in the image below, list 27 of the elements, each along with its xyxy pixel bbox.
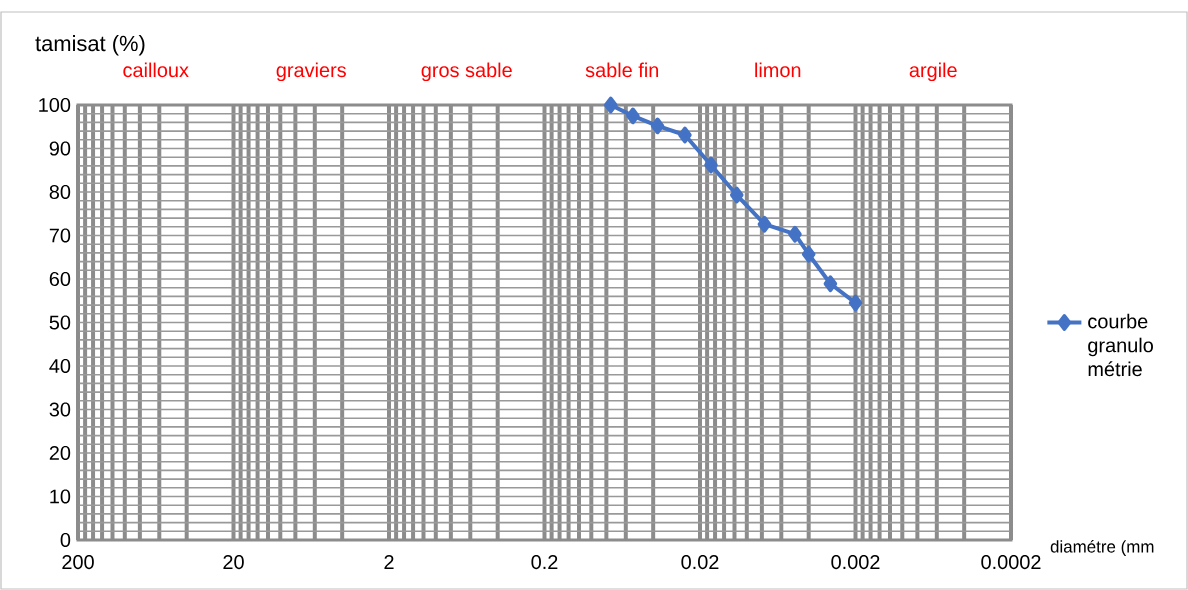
x-tick-label: 200 [62, 555, 94, 570]
x-axis-title: diamétre (mm [1050, 540, 1154, 556]
y-axis-title: tamisat (%) [35, 35, 145, 56]
text: cailloux [123, 62, 189, 78]
y-tick-label: 0 [60, 532, 71, 548]
x-tick-label: 0.002 [831, 555, 880, 570]
y-tick-label: 60 [49, 271, 71, 287]
y-tick-label: 10 [50, 489, 71, 504]
x-tick-label: 0.2 [531, 555, 558, 570]
text: graviers [276, 62, 346, 82]
y-tick-label: 50 [49, 315, 71, 330]
y-tick-label: 30 [49, 402, 71, 417]
x-tick-label: 0.0002 [981, 555, 1041, 570]
x-tick-label: 20 [223, 555, 244, 570]
y-tick-label: 100 [39, 97, 71, 113]
text: sable fin [585, 62, 659, 78]
y-tick-label: 40 [49, 358, 71, 374]
y-tick-label: 20 [49, 445, 71, 461]
y-tick-label: 90 [49, 141, 71, 156]
text: argile [909, 62, 957, 82]
text: limon [755, 62, 801, 78]
y-tick-label: 70 [49, 228, 71, 243]
text: gros sable [421, 62, 512, 82]
y-tick-label: 80 [49, 184, 71, 200]
x-tick-label: 2 [384, 555, 394, 569]
legend-label: courbe granulo métrie [1088, 313, 1153, 377]
x-tick-label: 0.02 [681, 555, 719, 570]
